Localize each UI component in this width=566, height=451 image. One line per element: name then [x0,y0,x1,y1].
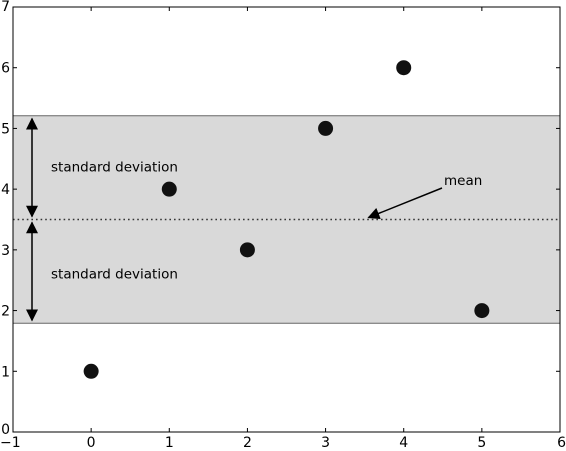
y-tick-label: 6 [1,61,10,77]
x-tick-label: 0 [87,435,96,451]
x-tick-label: 3 [321,435,330,451]
y-tick-label: 7 [1,0,10,15]
x-tick-label: 2 [243,435,252,451]
data-point [161,181,177,197]
y-tick-label: 1 [1,364,10,380]
x-tick-label: −1 [0,435,21,451]
y-tick-label: 0 [1,422,10,438]
x-tick-label: 5 [477,435,486,451]
x-tick-label: 4 [399,435,408,451]
mean-arrow [367,187,443,220]
axes-frame [12,6,561,433]
std-lower-label: standard deviation [51,266,178,282]
y-tick-label: 2 [1,304,10,320]
x-tick-label: 6 [557,435,566,451]
annotation-layer: standard deviation standard deviation me… [26,117,482,322]
data-point [318,120,334,136]
data-point [396,60,412,76]
points-layer [83,60,490,379]
y-tick-label: 4 [1,182,10,198]
data-point [474,303,490,319]
data-point [83,363,99,379]
y-tick-label: 5 [1,121,10,137]
y-tick-label: 3 [1,243,10,259]
std-upper-label: standard deviation [51,160,178,176]
axes-box [12,6,561,433]
mean-label: mean [444,173,482,189]
data-point [239,242,255,258]
x-tick-label: 1 [165,435,174,451]
std-band-layer [13,115,560,324]
